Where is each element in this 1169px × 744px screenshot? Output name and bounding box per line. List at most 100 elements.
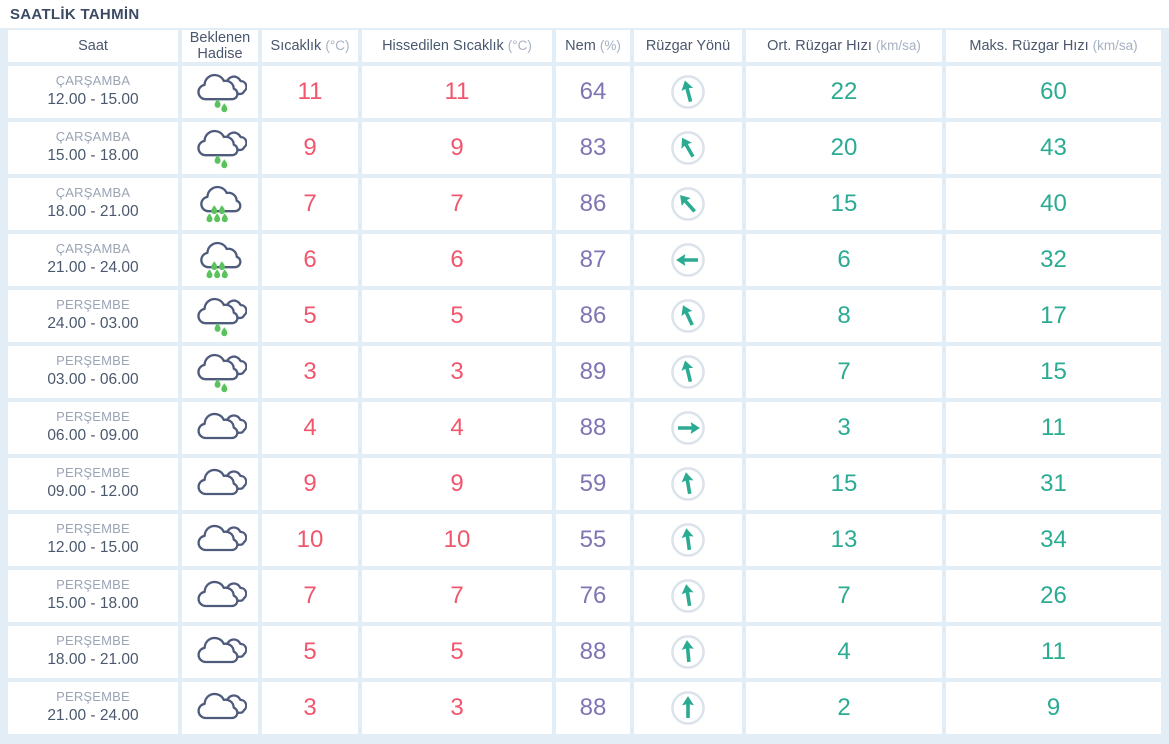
column-header-label: Hissedilen Sıcaklık <box>382 37 504 54</box>
cell-humidity: 88 <box>556 682 630 734</box>
cell-feels-like: 9 <box>362 458 552 510</box>
cell-expected-event <box>182 458 258 510</box>
wind-direction-arrow-icon <box>669 241 707 279</box>
cell-humidity: 59 <box>556 458 630 510</box>
cell-time-range: PERŞEMBE 24.00 - 03.00 <box>8 290 178 342</box>
column-header-unit: (%) <box>599 37 621 53</box>
cell-temperature: 7 <box>262 178 358 230</box>
column-header-maks: Maks. Rüzgar Hızı (km/sa) <box>946 30 1161 62</box>
cell-feels-like: 4 <box>362 402 552 454</box>
cell-expected-event <box>182 346 258 398</box>
wind-direction-arrow-icon <box>669 521 707 559</box>
day-label: PERŞEMBE <box>56 297 130 313</box>
cell-expected-event <box>182 682 258 734</box>
column-header-nem: Nem (%) <box>556 30 630 62</box>
cell-feels-like: 9 <box>362 122 552 174</box>
cell-expected-event <box>182 402 258 454</box>
cell-wind-direction <box>634 458 742 510</box>
time-range-label: 24.00 - 03.00 <box>47 315 139 333</box>
cell-time-range: PERŞEMBE 09.00 - 12.00 <box>8 458 178 510</box>
cell-humidity: 86 <box>556 178 630 230</box>
wind-direction-arrow-icon <box>669 129 707 167</box>
cell-time-range: PERŞEMBE 18.00 - 21.00 <box>8 626 178 678</box>
cell-wind-direction <box>634 290 742 342</box>
column-header-label: Nem <box>565 37 596 54</box>
cell-humidity: 89 <box>556 346 630 398</box>
column-header-text: Nem (%) <box>565 38 621 54</box>
cell-expected-event <box>182 234 258 286</box>
cell-max-wind-speed: 60 <box>946 66 1161 118</box>
day-label: PERŞEMBE <box>56 521 130 537</box>
cell-expected-event <box>182 514 258 566</box>
cell-feels-like: 6 <box>362 234 552 286</box>
cell-wind-direction <box>634 234 742 286</box>
cell-time-range: PERŞEMBE 15.00 - 18.00 <box>8 570 178 622</box>
wind-direction-arrow-icon <box>669 465 707 503</box>
day-label: PERŞEMBE <box>56 353 130 369</box>
cell-temperature: 5 <box>262 290 358 342</box>
column-header-saat: Saat <box>8 30 178 62</box>
cell-max-wind-speed: 15 <box>946 346 1161 398</box>
cell-wind-direction <box>634 402 742 454</box>
cell-temperature: 9 <box>262 122 358 174</box>
cell-temperature: 5 <box>262 626 358 678</box>
day-label: PERŞEMBE <box>56 409 130 425</box>
cell-temperature: 11 <box>262 66 358 118</box>
day-label: ÇARŞAMBA <box>55 129 131 145</box>
cell-wind-direction <box>634 178 742 230</box>
cell-feels-like: 3 <box>362 346 552 398</box>
cell-max-wind-speed: 32 <box>946 234 1161 286</box>
column-header-unit: (km/sa) <box>875 37 921 53</box>
cell-avg-wind-speed: 2 <box>746 682 942 734</box>
cloudy-icon <box>193 464 247 504</box>
light-rain-icon <box>193 293 247 339</box>
cell-expected-event <box>182 178 258 230</box>
cell-wind-direction <box>634 66 742 118</box>
wind-direction-arrow-icon <box>669 297 707 335</box>
time-range-label: 15.00 - 18.00 <box>47 595 139 613</box>
cell-max-wind-speed: 17 <box>946 290 1161 342</box>
wind-direction-arrow-icon <box>669 185 707 223</box>
cell-time-range: PERŞEMBE 21.00 - 24.00 <box>8 682 178 734</box>
cell-max-wind-speed: 31 <box>946 458 1161 510</box>
column-header-text: Ort. Rüzgar Hızı (km/sa) <box>767 38 921 54</box>
cell-temperature: 9 <box>262 458 358 510</box>
column-header-label: Rüzgar Yönü <box>645 37 731 54</box>
time-range-label: 18.00 - 21.00 <box>47 203 139 221</box>
column-header-text: Saat <box>78 38 108 54</box>
column-header-text: Beklenen Hadise <box>184 30 256 62</box>
cloudy-icon <box>193 688 247 728</box>
cell-avg-wind-speed: 22 <box>746 66 942 118</box>
cell-temperature: 10 <box>262 514 358 566</box>
time-range-label: 03.00 - 06.00 <box>47 371 139 389</box>
cell-time-range: PERŞEMBE 06.00 - 09.00 <box>8 402 178 454</box>
cell-wind-direction <box>634 122 742 174</box>
forecast-table-background: Saat Beklenen Hadise Sıcaklık (°C) Hissedil… <box>0 28 1169 744</box>
cell-time-range: ÇARŞAMBA 18.00 - 21.00 <box>8 178 178 230</box>
cell-avg-wind-speed: 4 <box>746 626 942 678</box>
wind-direction-arrow-icon <box>669 633 707 671</box>
column-header-label: Ort. Rüzgar Hızı <box>767 37 872 54</box>
cell-feels-like: 11 <box>362 66 552 118</box>
page-title: SAATLİK TAHMİN <box>10 5 140 23</box>
time-range-label: 21.00 - 24.00 <box>47 707 139 725</box>
cell-temperature: 7 <box>262 570 358 622</box>
time-range-label: 12.00 - 15.00 <box>47 539 139 557</box>
cell-feels-like: 3 <box>362 682 552 734</box>
wind-direction-arrow-icon <box>669 409 707 447</box>
cell-wind-direction <box>634 570 742 622</box>
cell-time-range: PERŞEMBE 12.00 - 15.00 <box>8 514 178 566</box>
day-label: ÇARŞAMBA <box>55 185 131 201</box>
day-label: PERŞEMBE <box>56 577 130 593</box>
day-label: PERŞEMBE <box>56 689 130 705</box>
column-header-text: Sıcaklık (°C) <box>271 38 350 54</box>
wind-direction-arrow-icon <box>669 73 707 111</box>
cell-temperature: 3 <box>262 682 358 734</box>
column-header-text: Rüzgar Yönü <box>646 38 730 54</box>
cell-humidity: 88 <box>556 626 630 678</box>
cell-temperature: 4 <box>262 402 358 454</box>
cell-max-wind-speed: 34 <box>946 514 1161 566</box>
cell-time-range: ÇARŞAMBA 12.00 - 15.00 <box>8 66 178 118</box>
cell-feels-like: 5 <box>362 290 552 342</box>
